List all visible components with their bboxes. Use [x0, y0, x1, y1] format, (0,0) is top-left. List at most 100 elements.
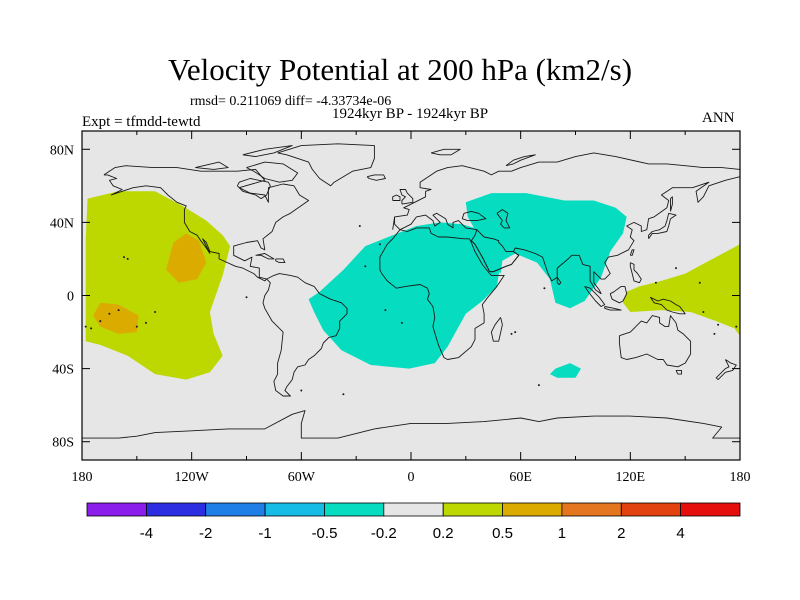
lat-tick-label: 40S: [52, 363, 74, 378]
colorbar-swatch: [324, 502, 385, 517]
coastline-africa: [379, 227, 505, 360]
coastline-tasmania: [675, 369, 682, 375]
colorbar-label: 4: [676, 525, 684, 542]
coastline-svalbard: [430, 148, 461, 156]
coastline-arabia: [470, 229, 520, 273]
island-dot: [154, 311, 157, 313]
island-dot: [675, 267, 677, 270]
coastline-black-sea: [461, 210, 487, 222]
coastline-ellesmere: [242, 145, 293, 158]
coastline-novaya-zemlya: [505, 154, 536, 167]
coastline-new-guinea: [650, 296, 686, 315]
island-dot: [90, 327, 93, 330]
lon-tick-label: 180: [730, 470, 751, 485]
region-pacific-high-north: [166, 233, 207, 283]
lon-tick-label: 120E: [616, 470, 646, 485]
coastline-north-america: [103, 165, 310, 282]
island-dot: [300, 389, 303, 392]
region-indian-ocean-negative: [549, 363, 581, 378]
colorbar-swatch: [680, 502, 741, 517]
colorbar-label: -4: [140, 525, 153, 542]
region-west-pacific-positive: [623, 244, 740, 336]
colorbar-swatch: [442, 502, 504, 517]
colorbar-swatch: [561, 502, 622, 517]
island-dot: [135, 325, 138, 328]
colorbar-label: 0.5: [492, 525, 513, 542]
island-dot: [510, 332, 513, 335]
island-dot: [84, 325, 87, 328]
island-dot: [537, 384, 540, 387]
coastline-ireland: [392, 194, 401, 201]
lat-tick-label: 80N: [50, 143, 74, 158]
coastline-caspian: [496, 209, 511, 229]
region-africa-atlantic-negative: [308, 222, 501, 369]
coastline-hudson-bay: [236, 178, 271, 200]
island-dot: [126, 257, 129, 260]
colorbar-label: 0.2: [433, 525, 454, 542]
island-dot: [717, 323, 720, 326]
coastline-australia: [618, 315, 692, 368]
colorbar-swatch: [502, 502, 563, 517]
colorbar-label: 2: [617, 525, 625, 542]
island-dot: [400, 321, 403, 324]
island-dot: [543, 287, 546, 290]
coastline-south-america: [262, 273, 348, 397]
coastline-cuba: [255, 253, 275, 260]
island-dot: [364, 265, 367, 268]
coastline-victoria-island: [195, 161, 229, 170]
island-dot: [378, 243, 381, 246]
coastline-madagascar: [490, 317, 503, 342]
region-pacific-high-south: [93, 302, 139, 334]
island-dot: [735, 325, 738, 328]
lon-tick-label: 0: [408, 470, 415, 485]
island-dot: [384, 309, 387, 312]
lon-tick-label: 180: [72, 470, 93, 485]
lat-tick-label: 40N: [50, 216, 74, 231]
colorbar-swatch: [205, 502, 266, 517]
colorbar-label: -1: [258, 525, 271, 542]
island-dot: [698, 281, 701, 284]
coastline-antarctica: [82, 410, 740, 439]
coastline-baffin: [246, 161, 299, 183]
coastline-iceland: [366, 174, 386, 181]
coastline-borneo: [609, 285, 628, 304]
coastline-british-isles: [399, 189, 414, 205]
colorbar-label: -0.5: [312, 525, 338, 542]
island-dot: [99, 320, 102, 323]
island-dot: [654, 281, 657, 284]
lon-tick-label: 60W: [288, 470, 316, 485]
lon-tick-label: 60E: [509, 470, 532, 485]
coastline-taiwan: [629, 249, 635, 256]
island-dot: [108, 312, 111, 315]
coastline-new-zealand: [715, 359, 737, 381]
island-dot: [342, 393, 345, 396]
colorbar-swatch: [145, 502, 207, 517]
lon-tick-label: 120W: [175, 470, 210, 485]
island-dot: [514, 331, 517, 334]
coastline-sri-lanka: [556, 276, 562, 285]
colorbar-label: -0.2: [371, 525, 397, 542]
coastline-philippines: [629, 262, 642, 284]
coastline-sakhalin: [670, 196, 673, 212]
island-dot: [358, 225, 361, 227]
experiment-label: Expt = tfmdd-tewtd: [82, 114, 201, 130]
chart-title: Velocity Potential at 200 hPa (km2/s): [167, 52, 633, 87]
coastline-hispaniola: [275, 258, 286, 264]
period-label: 1924kyr BP - 1924kyr BP: [331, 106, 489, 122]
coastline-sumatra: [584, 285, 606, 307]
island-dot: [713, 332, 716, 335]
colorbar-label: -2: [199, 525, 212, 542]
colorbar-label: 1: [558, 525, 566, 542]
season-label: ANN: [702, 110, 735, 126]
island-dot: [117, 309, 120, 312]
colorbar-swatch: [264, 502, 325, 517]
region-asia-negative: [465, 193, 627, 309]
coastline-eurasia: [392, 152, 740, 230]
colorbar-swatch: [383, 502, 444, 517]
lat-tick-label: 0: [67, 290, 74, 305]
coastline-java: [604, 306, 622, 311]
island-dot: [145, 321, 147, 324]
coastline-japan: [648, 212, 677, 240]
coastline-eurasia-east: [394, 176, 740, 295]
